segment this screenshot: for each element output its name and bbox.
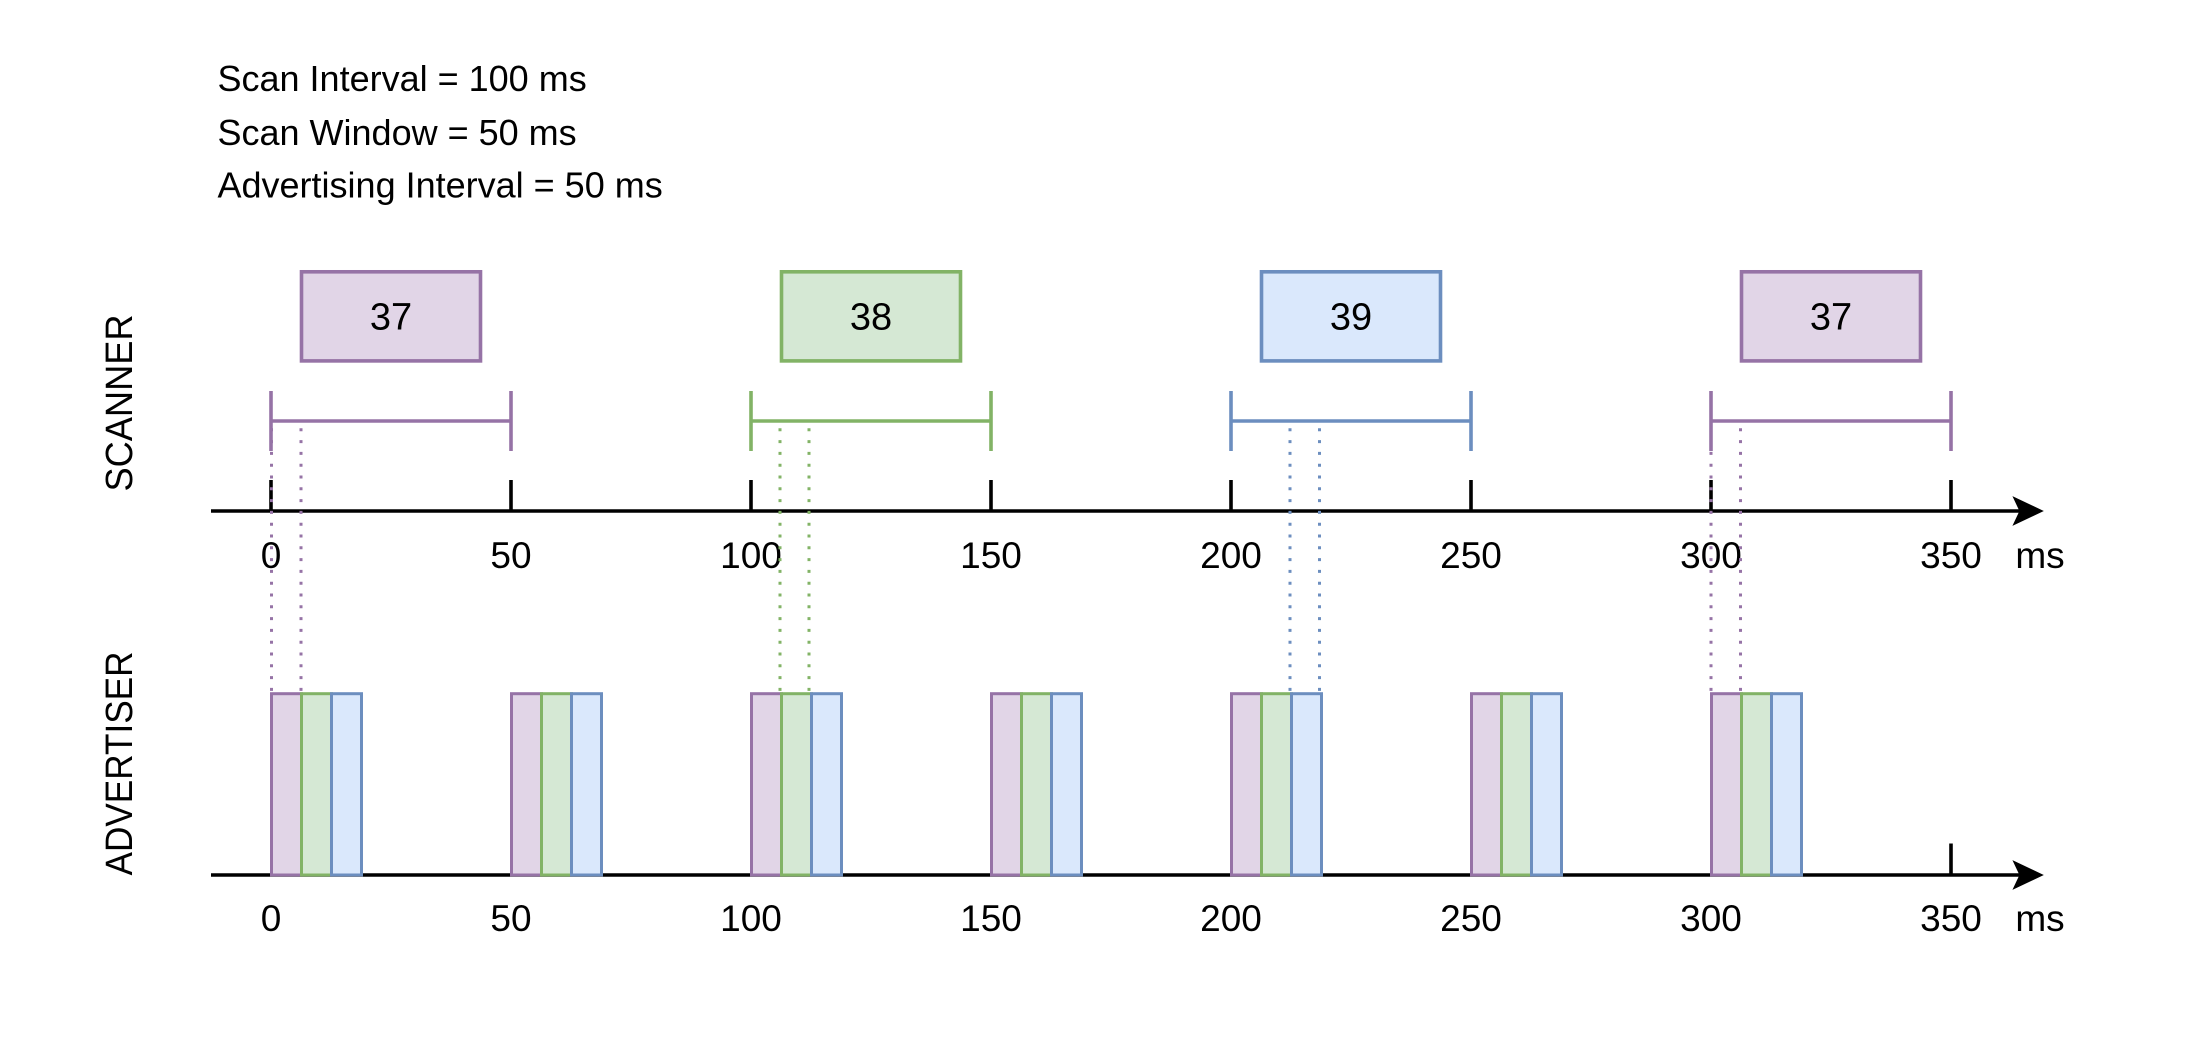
svg-text:350: 350 bbox=[1920, 535, 1982, 576]
svg-text:250: 250 bbox=[1440, 898, 1502, 939]
svg-text:350: 350 bbox=[1920, 898, 1982, 939]
svg-text:100: 100 bbox=[720, 535, 782, 576]
svg-text:300: 300 bbox=[1680, 535, 1742, 576]
svg-text:100: 100 bbox=[720, 898, 782, 939]
svg-text:50: 50 bbox=[490, 535, 531, 576]
svg-text:200: 200 bbox=[1200, 535, 1262, 576]
svg-text:ms: ms bbox=[2015, 898, 2064, 939]
svg-text:200: 200 bbox=[1200, 898, 1262, 939]
svg-text:0: 0 bbox=[261, 898, 282, 939]
svg-text:39: 39 bbox=[1330, 297, 1372, 339]
svg-text:0: 0 bbox=[261, 535, 282, 576]
svg-text:50: 50 bbox=[490, 898, 531, 939]
svg-text:Advertising Interval = 50 ms: Advertising Interval = 50 ms bbox=[218, 165, 663, 206]
svg-text:Scan Window = 50 ms: Scan Window = 50 ms bbox=[218, 112, 577, 153]
svg-text:300: 300 bbox=[1680, 898, 1742, 939]
svg-text:150: 150 bbox=[960, 898, 1022, 939]
svg-text:Scan Interval = 100 ms: Scan Interval = 100 ms bbox=[218, 58, 587, 99]
svg-text:250: 250 bbox=[1440, 535, 1502, 576]
svg-text:150: 150 bbox=[960, 535, 1022, 576]
svg-text:37: 37 bbox=[370, 297, 412, 339]
svg-text:SCANNER: SCANNER bbox=[99, 315, 141, 492]
svg-text:37: 37 bbox=[1810, 297, 1852, 339]
svg-text:38: 38 bbox=[850, 297, 892, 339]
svg-text:ADVERTISER: ADVERTISER bbox=[99, 652, 141, 876]
svg-text:ms: ms bbox=[2015, 535, 2064, 576]
